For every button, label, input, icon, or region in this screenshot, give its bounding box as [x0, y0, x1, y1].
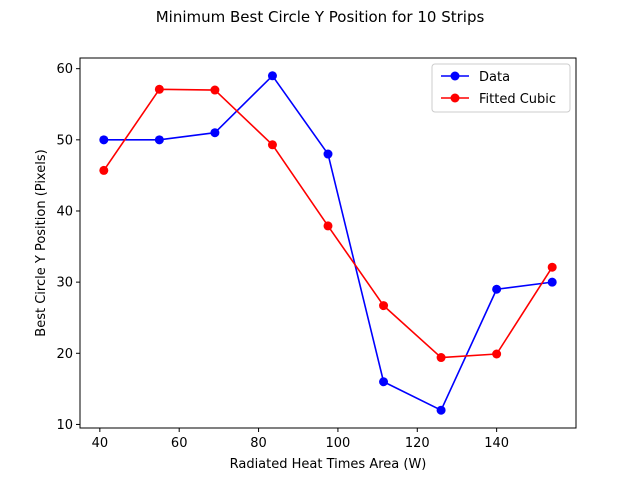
data-point-data [379, 377, 389, 387]
y-axis: 10 20 30 40 50 60 [56, 62, 80, 433]
data-point-fitted-cubic [210, 85, 220, 95]
data-point-data [154, 135, 164, 145]
data-point-fitted-cubic [436, 353, 446, 363]
y-axis-label: Best Circle Y Position (Pixels) [34, 149, 49, 336]
chart-title: Minimum Best Circle Y Position for 10 St… [156, 8, 485, 26]
data-point-fitted-cubic [492, 349, 502, 359]
series-layer [99, 71, 557, 415]
y-tick-label: 50 [56, 133, 73, 148]
data-point-data [267, 71, 277, 81]
data-point-fitted-cubic [547, 262, 557, 272]
x-axis-label: Radiated Heat Times Area (W) [230, 457, 427, 472]
y-tick-label: 40 [56, 204, 73, 219]
x-tick-label: 140 [484, 436, 509, 451]
data-point-data [99, 135, 109, 145]
y-tick-label: 60 [56, 62, 73, 77]
data-point-fitted-cubic [154, 84, 164, 94]
legend-label-data: Data [479, 70, 510, 85]
plot-frame [79, 57, 577, 429]
legend-label-fitted-cubic: Fitted Cubic [479, 92, 556, 107]
x-tick-label: 100 [326, 436, 351, 451]
y-tick-label: 30 [56, 276, 73, 291]
data-point-fitted-cubic [379, 301, 389, 311]
legend: Data Fitted Cubic [431, 63, 571, 113]
y-tick-label: 20 [56, 347, 73, 362]
legend-marker-fitted-cubic [450, 93, 460, 103]
x-tick-label: 40 [92, 436, 109, 451]
data-point-data [323, 149, 333, 159]
data-point-data [547, 277, 557, 287]
y-tick-label: 10 [56, 418, 73, 433]
data-point-fitted-cubic [99, 165, 109, 175]
data-point-fitted-cubic [323, 221, 333, 231]
plot-area [80, 58, 576, 428]
x-tick-label: 80 [250, 436, 267, 451]
data-point-data [436, 405, 446, 415]
legend-marker-data [450, 71, 460, 81]
data-point-data [492, 284, 502, 294]
x-tick-label: 60 [171, 436, 188, 451]
x-tick-label: 120 [405, 436, 430, 451]
data-point-fitted-cubic [267, 140, 277, 150]
data-point-data [210, 128, 220, 138]
x-axis: 40 60 80 100 120 140 [92, 428, 509, 451]
